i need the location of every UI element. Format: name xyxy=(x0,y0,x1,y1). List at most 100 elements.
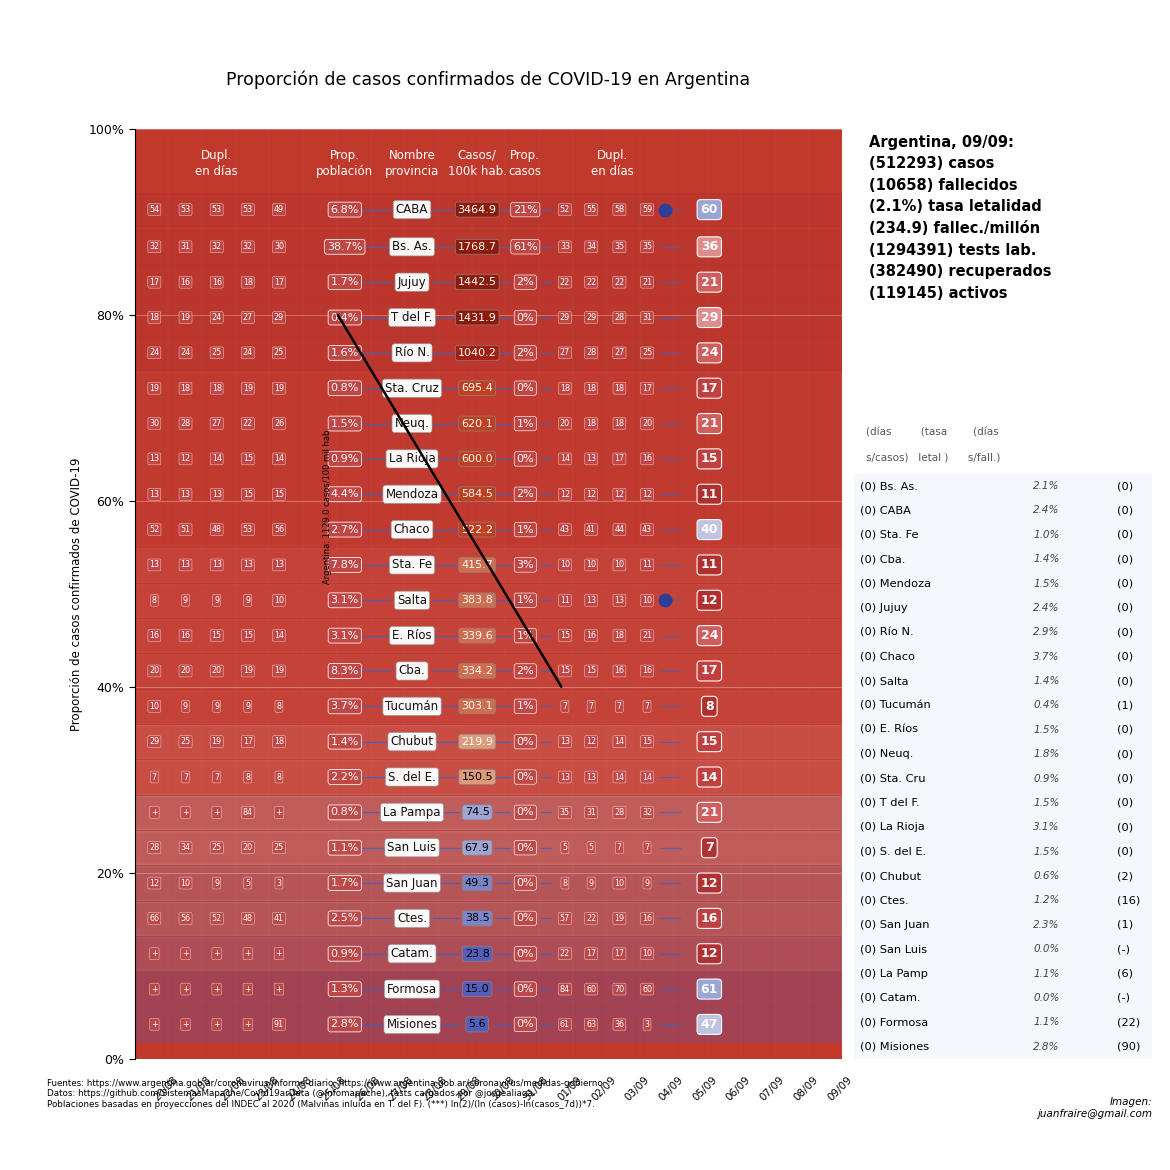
Text: 0.6%: 0.6% xyxy=(1033,870,1060,881)
Text: 28: 28 xyxy=(180,419,191,428)
Text: 11: 11 xyxy=(701,488,718,501)
Text: 1.5%: 1.5% xyxy=(331,419,359,428)
Text: (0) Chaco: (0) Chaco xyxy=(860,652,915,662)
Text: Proporción de casos confirmados de COVID-19 en Argentina: Proporción de casos confirmados de COVID… xyxy=(227,70,750,89)
Text: (0) Sta. Cru: (0) Sta. Cru xyxy=(860,773,925,784)
Text: 2.8%: 2.8% xyxy=(331,1019,359,1030)
Text: 43: 43 xyxy=(560,525,570,534)
Text: 32: 32 xyxy=(242,242,253,252)
Text: 33: 33 xyxy=(560,242,570,252)
Text: 9: 9 xyxy=(183,596,188,605)
Text: 18: 18 xyxy=(560,384,570,393)
Text: s/casos)   letal )      s/fall.): s/casos) letal ) s/fall.) xyxy=(866,453,1000,463)
Bar xyxy=(135,725,842,758)
Text: 7: 7 xyxy=(645,844,649,852)
Text: 0.0%: 0.0% xyxy=(1033,944,1060,955)
Text: 1.7%: 1.7% xyxy=(331,277,359,287)
Text: 2%: 2% xyxy=(516,277,535,287)
Text: 24: 24 xyxy=(212,314,222,322)
Bar xyxy=(135,549,842,581)
Text: (0) Jujuy: (0) Jujuy xyxy=(860,603,908,613)
Text: 07/09: 07/09 xyxy=(758,1074,786,1103)
Text: 24: 24 xyxy=(150,349,159,357)
Text: (0) Bs. As.: (0) Bs. As. xyxy=(860,481,918,491)
Text: 25: 25 xyxy=(212,844,222,852)
Text: 20: 20 xyxy=(150,667,159,675)
Text: 15: 15 xyxy=(701,453,718,466)
Text: 16: 16 xyxy=(212,277,221,287)
Bar xyxy=(135,760,842,793)
Text: 7: 7 xyxy=(645,702,649,711)
Text: 0%: 0% xyxy=(516,312,534,323)
Text: 23/08: 23/08 xyxy=(253,1074,281,1103)
Text: Nombre
provincia: Nombre provincia xyxy=(385,149,439,178)
Text: 51: 51 xyxy=(180,525,191,534)
Text: 1%: 1% xyxy=(516,596,534,605)
Text: 05/09: 05/09 xyxy=(690,1074,718,1103)
Text: 19: 19 xyxy=(180,314,191,322)
Text: (0) Río N.: (0) Río N. xyxy=(860,627,914,638)
Text: 61%: 61% xyxy=(512,242,537,252)
Text: 12: 12 xyxy=(586,490,597,498)
Text: 15: 15 xyxy=(274,490,284,498)
Text: 1.5%: 1.5% xyxy=(1033,847,1060,856)
Text: 1.1%: 1.1% xyxy=(1033,969,1060,978)
Text: 695.4: 695.4 xyxy=(461,384,493,393)
Text: Fuentes: https://www.argentina.gob.ar/coronavirus/informe-diario, https://www.ar: Fuentes: https://www.argentina.gob.ar/co… xyxy=(47,1079,603,1108)
Text: 19: 19 xyxy=(614,914,625,923)
Text: (0): (0) xyxy=(1116,578,1133,589)
Text: San Luis: San Luis xyxy=(387,841,436,854)
Text: 32: 32 xyxy=(642,807,652,817)
Text: 3%: 3% xyxy=(516,560,534,570)
Text: 38.5: 38.5 xyxy=(464,914,489,923)
Text: 13: 13 xyxy=(180,560,191,570)
Text: 1%: 1% xyxy=(516,524,534,535)
Text: 29: 29 xyxy=(701,311,718,324)
Text: 60: 60 xyxy=(701,204,718,216)
Text: 10: 10 xyxy=(642,596,652,605)
Text: (0) S. del E.: (0) S. del E. xyxy=(860,847,927,856)
Text: 0.9%: 0.9% xyxy=(331,949,359,958)
Text: 26: 26 xyxy=(274,419,284,428)
Text: 15: 15 xyxy=(586,667,597,675)
Text: 5: 5 xyxy=(563,844,567,852)
Text: 32: 32 xyxy=(212,242,222,252)
Text: 17: 17 xyxy=(642,384,652,393)
Text: (0) San Luis: (0) San Luis xyxy=(860,944,927,955)
Text: 58: 58 xyxy=(614,205,625,214)
Text: 2.8%: 2.8% xyxy=(1033,1041,1060,1052)
Text: 13: 13 xyxy=(586,596,596,605)
Text: 21: 21 xyxy=(701,417,718,431)
Text: 01/09: 01/09 xyxy=(556,1074,584,1103)
Text: (0) CABA: (0) CABA xyxy=(860,505,911,516)
Text: 10: 10 xyxy=(614,879,625,888)
Bar xyxy=(135,902,842,935)
Text: 34: 34 xyxy=(586,242,596,252)
Bar xyxy=(135,477,842,511)
Text: 303.1: 303.1 xyxy=(461,701,493,711)
Text: 7: 7 xyxy=(563,702,567,711)
Text: +: + xyxy=(183,1020,188,1028)
Text: 22: 22 xyxy=(586,914,597,923)
Text: 35: 35 xyxy=(614,242,625,252)
Text: 84: 84 xyxy=(243,807,253,817)
Text: Bs. As.: Bs. As. xyxy=(392,240,432,254)
Text: 08/09: 08/09 xyxy=(792,1074,820,1103)
Bar xyxy=(135,654,842,688)
Bar xyxy=(135,1007,842,1041)
Text: +: + xyxy=(151,985,158,993)
Text: 23.8: 23.8 xyxy=(464,949,489,958)
Text: 0%: 0% xyxy=(516,842,534,853)
Text: 27/08: 27/08 xyxy=(387,1074,415,1103)
Text: 7: 7 xyxy=(152,772,157,782)
Text: +: + xyxy=(151,807,158,817)
Text: (0) Mendoza: (0) Mendoza xyxy=(860,578,931,589)
Text: (0) Formosa: (0) Formosa xyxy=(860,1017,928,1027)
Text: 7: 7 xyxy=(617,844,622,852)
Text: 28: 28 xyxy=(614,807,625,817)
Text: 16: 16 xyxy=(642,914,652,923)
Text: 20: 20 xyxy=(180,667,191,675)
Text: 3: 3 xyxy=(645,1020,649,1028)
Text: 28: 28 xyxy=(614,314,625,322)
Text: 7: 7 xyxy=(706,841,714,854)
